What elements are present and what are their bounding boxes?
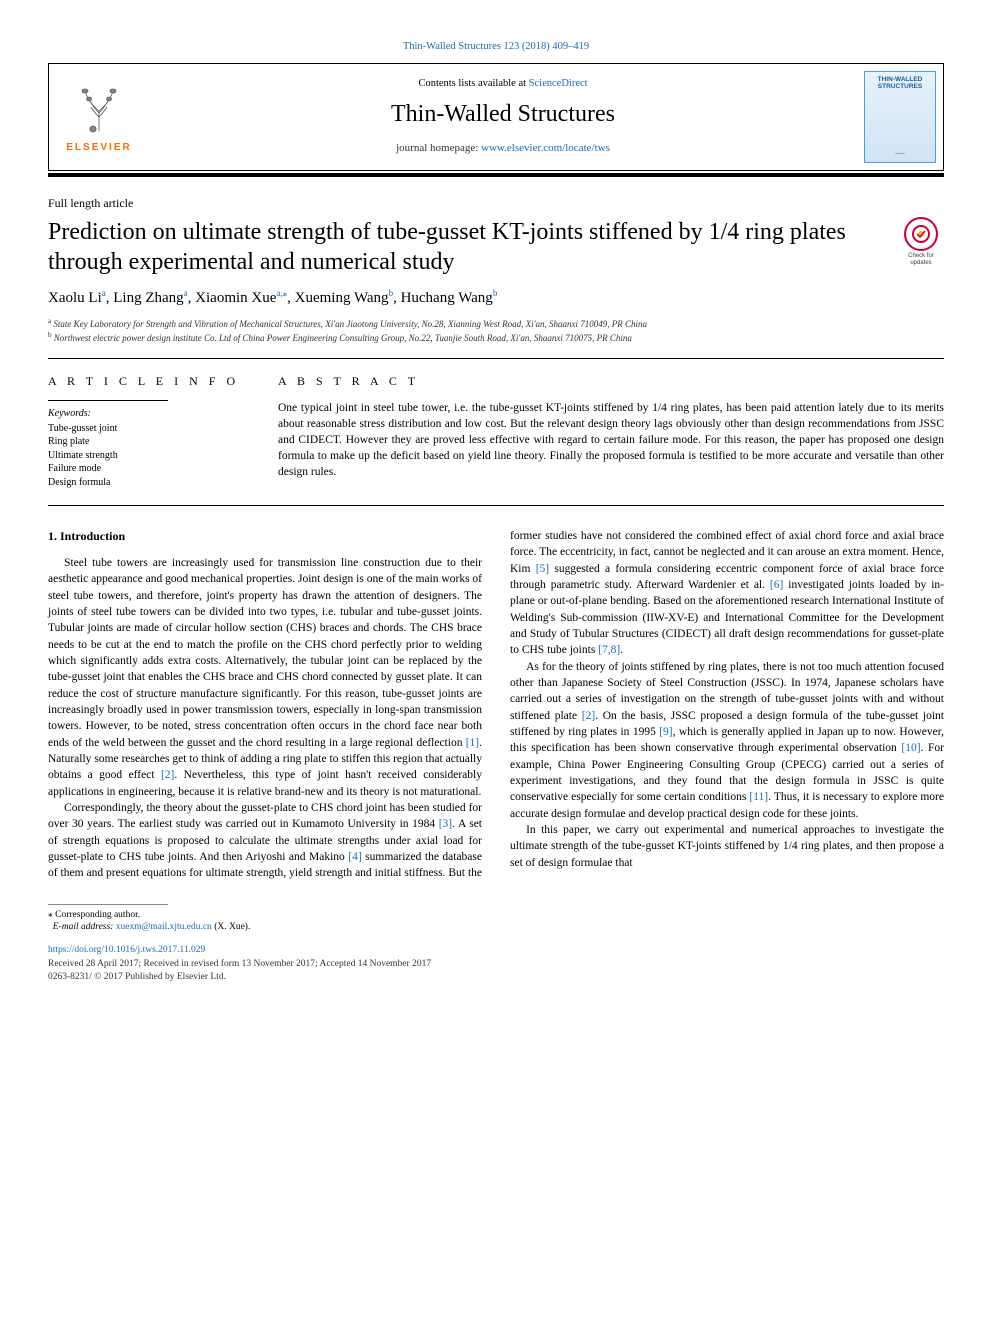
kw-rule bbox=[48, 400, 168, 401]
elsevier-tree-icon bbox=[69, 79, 129, 139]
header-center: Contents lists available at ScienceDirec… bbox=[149, 64, 857, 170]
body-text: Steel tube towers are increasingly used … bbox=[48, 557, 482, 749]
aff-sup-a: a bbox=[48, 317, 51, 325]
body-columns: 1. Introduction Steel tube towers are in… bbox=[48, 528, 944, 882]
article-type: Full length article bbox=[48, 195, 944, 212]
aff-sup-b: b bbox=[48, 331, 52, 339]
affiliation-a: a State Key Laboratory for Strength and … bbox=[48, 317, 944, 330]
journal-name: Thin-Walled Structures bbox=[391, 98, 615, 132]
journal-homepage-link[interactable]: www.elsevier.com/locate/tws bbox=[481, 142, 610, 154]
ref-link[interactable]: [9] bbox=[659, 726, 672, 738]
ref-link[interactable]: [4] bbox=[348, 851, 361, 863]
abstract-text: One typical joint in steel tube tower, i… bbox=[278, 400, 944, 480]
keyword: Design formula bbox=[48, 476, 248, 490]
crossmark-badge[interactable]: Check for updates bbox=[898, 217, 944, 266]
affiliation-a-text: State Key Laboratory for Strength and Vi… bbox=[53, 319, 647, 329]
authors-line: Xaolu Lia, Ling Zhanga, Xiaomin Xuea,⁎, … bbox=[48, 287, 944, 309]
body-para: As for the theory of joints stiffened by… bbox=[510, 659, 944, 822]
ref-link[interactable]: [5] bbox=[536, 563, 549, 575]
elsevier-logo: ELSEVIER bbox=[49, 64, 149, 170]
affiliation-b: b Northwest electric power design instit… bbox=[48, 331, 944, 344]
meta-row: A R T I C L E I N F O Keywords: Tube-gus… bbox=[48, 359, 944, 505]
journal-cover: THIN-WALLED STRUCTURES —— bbox=[857, 64, 943, 170]
homepage-prefix: journal homepage: bbox=[396, 142, 481, 154]
corr-text: Corresponding author. bbox=[55, 910, 140, 920]
journal-homepage-line: journal homepage: www.elsevier.com/locat… bbox=[396, 141, 610, 156]
contents-prefix: Contents lists available at bbox=[418, 78, 528, 89]
keyword: Tube-gusset joint bbox=[48, 422, 248, 436]
ref-link[interactable]: [1] bbox=[466, 737, 479, 749]
email-line: E-mail address: xuexm@mail.xjtu.edu.cn (… bbox=[48, 921, 944, 934]
crossmark-label: Check for updates bbox=[898, 253, 944, 266]
body-text: In this paper, we carry out experimental… bbox=[510, 824, 944, 869]
top-citation: Thin-Walled Structures 123 (2018) 409–41… bbox=[48, 40, 944, 55]
ref-link[interactable]: [3] bbox=[439, 818, 452, 830]
footnote-rule bbox=[48, 904, 168, 905]
elsevier-wordmark: ELSEVIER bbox=[66, 141, 131, 155]
crossmark-icon bbox=[904, 217, 938, 251]
email-label: E-mail address: bbox=[53, 922, 114, 932]
ref-link[interactable]: [7,8] bbox=[598, 644, 620, 656]
email-author: (X. Xue). bbox=[214, 922, 250, 932]
doi-link[interactable]: https://doi.org/10.1016/j.tws.2017.11.02… bbox=[48, 945, 205, 955]
article-title: Prediction on ultimate strength of tube-… bbox=[48, 217, 882, 277]
keyword: Ring plate bbox=[48, 435, 248, 449]
abstract-block: A B S T R A C T One typical joint in ste… bbox=[278, 373, 944, 489]
body-text: . bbox=[620, 644, 623, 656]
ref-link[interactable]: [2] bbox=[582, 710, 595, 722]
corresponding-author: ⁎ Corresponding author. bbox=[48, 909, 944, 922]
contents-available-line: Contents lists available at ScienceDirec… bbox=[418, 77, 587, 92]
top-citation-link[interactable]: Thin-Walled Structures 123 (2018) 409–41… bbox=[403, 41, 589, 52]
body-para: In this paper, we carry out experimental… bbox=[510, 822, 944, 871]
body-text: Correspondingly, the theory about the gu… bbox=[48, 802, 482, 830]
intro-heading: 1. Introduction bbox=[48, 528, 482, 545]
journal-header: ELSEVIER Contents lists available at Sci… bbox=[48, 63, 944, 171]
ref-link[interactable]: [6] bbox=[770, 579, 783, 591]
copyright-line: 0263-8231/ © 2017 Published by Elsevier … bbox=[48, 971, 944, 984]
article-info-label: A R T I C L E I N F O bbox=[48, 373, 248, 390]
affiliation-b-text: Northwest electric power design institut… bbox=[54, 333, 632, 343]
cover-title: THIN-WALLED STRUCTURES bbox=[867, 76, 933, 90]
article-history: Received 28 April 2017; Received in revi… bbox=[48, 958, 944, 971]
journal-cover-thumbnail: THIN-WALLED STRUCTURES —— bbox=[864, 71, 936, 163]
ref-link[interactable]: [10] bbox=[901, 742, 920, 754]
keyword: Failure mode bbox=[48, 462, 248, 476]
doi-line: https://doi.org/10.1016/j.tws.2017.11.02… bbox=[48, 944, 944, 957]
cover-footer: —— bbox=[895, 151, 905, 158]
abstract-label: A B S T R A C T bbox=[278, 373, 944, 390]
keywords-list: Tube-gusset joint Ring plate Ultimate st… bbox=[48, 422, 248, 490]
ref-link[interactable]: [11] bbox=[749, 791, 768, 803]
corr-marker: ⁎ bbox=[48, 910, 53, 920]
rule-below-meta bbox=[48, 505, 944, 506]
header-rule bbox=[48, 173, 944, 177]
body-text: summarized bbox=[362, 851, 422, 863]
sciencedirect-link[interactable]: ScienceDirect bbox=[529, 78, 588, 89]
ref-link[interactable]: [2] bbox=[161, 769, 174, 781]
keywords-head: Keywords: bbox=[48, 407, 248, 421]
footnotes: ⁎ Corresponding author. E-mail address: … bbox=[48, 909, 944, 935]
body-para: Steel tube towers are increasingly used … bbox=[48, 555, 482, 800]
corr-email-link[interactable]: xuexm@mail.xjtu.edu.cn bbox=[116, 922, 212, 932]
article-info-block: A R T I C L E I N F O Keywords: Tube-gus… bbox=[48, 373, 248, 489]
affiliations: a State Key Laboratory for Strength and … bbox=[48, 317, 944, 343]
keyword: Ultimate strength bbox=[48, 449, 248, 463]
